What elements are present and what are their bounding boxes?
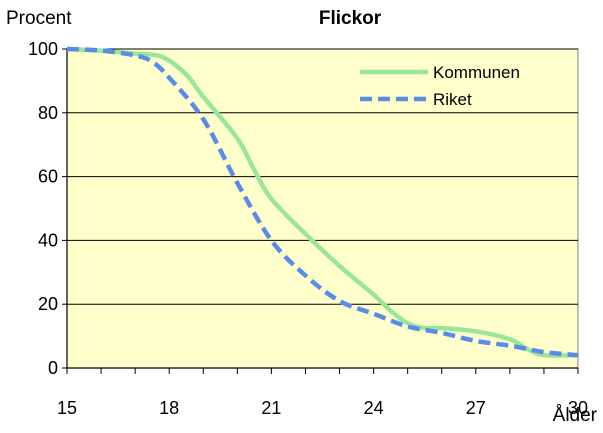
y-tick-label: 80 [38, 103, 58, 123]
legend-label-kommunen: Kommunen [433, 63, 520, 82]
legend-label-riket: Riket [433, 90, 472, 109]
y-tick-label: 40 [38, 230, 58, 250]
x-tick-label: 15 [57, 398, 77, 418]
y-tick-label: 60 [38, 167, 58, 187]
x-tick-label: 21 [261, 398, 281, 418]
plot-area [66, 48, 579, 369]
series-line-kommunen [66, 46, 579, 358]
x-tick-label: 18 [159, 398, 179, 418]
x-tick-label: 27 [466, 398, 486, 418]
y-tick-label: 20 [38, 294, 58, 314]
y-tick-label: 100 [28, 39, 58, 59]
y-tick-label: 0 [48, 358, 58, 378]
y-axis-label: Procent [6, 8, 72, 29]
chart-title: Flickor [318, 8, 382, 29]
x-tick-label: 30 [568, 398, 588, 418]
series-line-riket [66, 46, 579, 358]
x-axis-label: Ålder [552, 405, 597, 426]
x-tick-label: 24 [364, 398, 384, 418]
